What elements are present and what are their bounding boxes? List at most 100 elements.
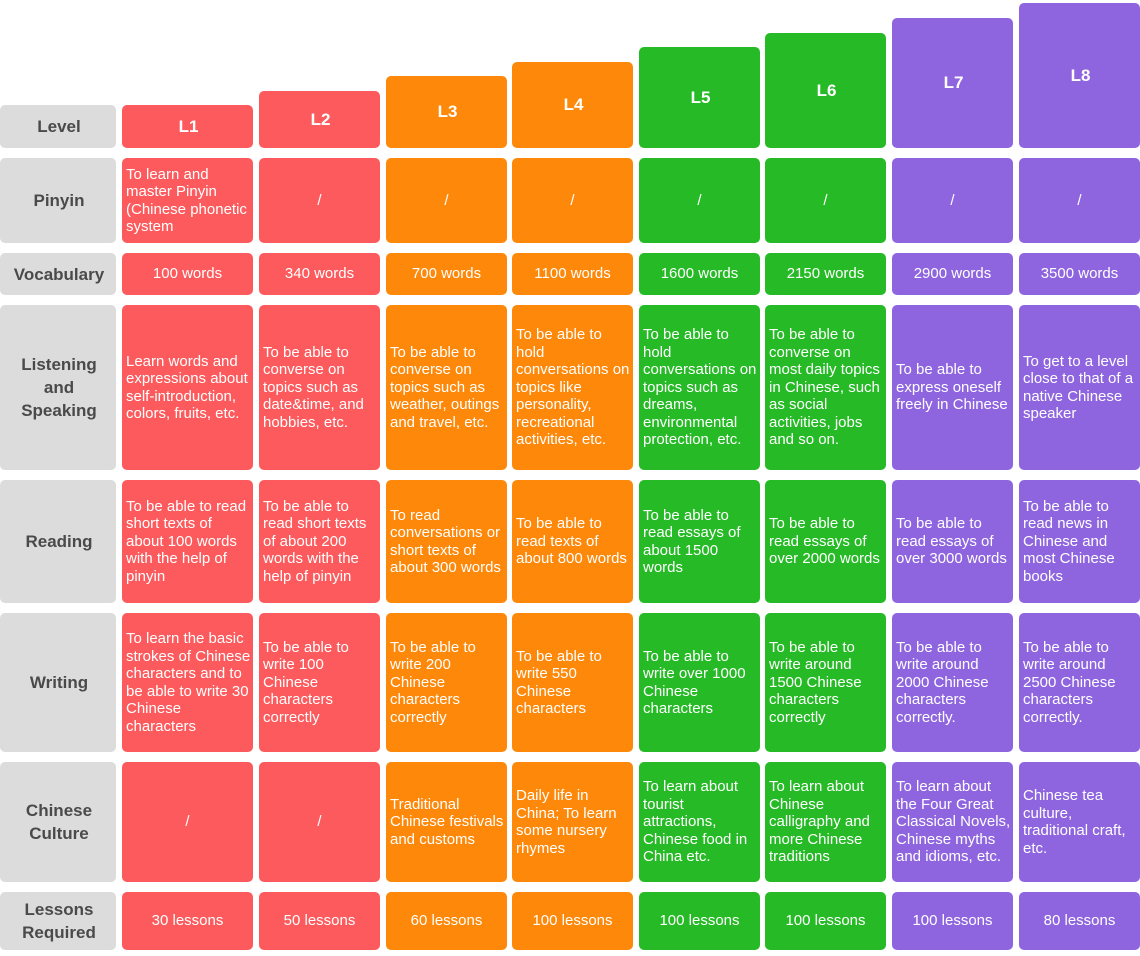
writing-text: To be able to write around 2500 Chinese … bbox=[1023, 638, 1116, 726]
level-header-l5: L5 bbox=[639, 47, 760, 148]
writing-cell-l7: To be able to write around 2000 Chinese … bbox=[892, 613, 1013, 752]
vocabulary-text: 100 words bbox=[152, 265, 223, 283]
row-header-reading: Reading bbox=[0, 480, 116, 603]
row-header-lessons-label: Lessons Required bbox=[22, 900, 96, 942]
listening-cell-l1: Learn words and expressions about self-i… bbox=[122, 305, 253, 470]
culture-text: To learn about Chinese calligraphy and m… bbox=[769, 778, 870, 866]
culture-cell-l7: To learn about the Four Great Classical … bbox=[892, 762, 1013, 882]
writing-cell-l1: To learn the basic strokes of Chinese ch… bbox=[122, 613, 253, 752]
writing-text: To learn the basic strokes of Chinese ch… bbox=[126, 630, 251, 735]
writing-text: To be able to write 550 Chinese characte… bbox=[516, 647, 602, 718]
level-header-l8: L8 bbox=[1019, 3, 1140, 148]
writing-cell-l3: To be able to write 200 Chinese characte… bbox=[386, 613, 507, 752]
reading-text: To be able to read essays of over 2000 w… bbox=[769, 515, 880, 568]
reading-text: To be able to read texts of about 800 wo… bbox=[516, 515, 627, 568]
pinyin-text: / bbox=[570, 191, 575, 209]
vocabulary-cell-l1: 100 words bbox=[122, 253, 253, 295]
level-label: L4 bbox=[563, 95, 584, 115]
level-header-l3: L3 bbox=[386, 76, 507, 148]
culture-cell-l5: To learn about tourist attractions, Chin… bbox=[639, 762, 760, 882]
culture-cell-l3: Traditional Chinese festivals and custom… bbox=[386, 762, 507, 882]
pinyin-cell-l7: / bbox=[892, 158, 1013, 243]
listening-cell-l7: To be able to express oneself freely in … bbox=[892, 305, 1013, 470]
lessons-cell-l8: 80 lessons bbox=[1019, 892, 1140, 950]
row-header-vocabulary: Vocabulary bbox=[0, 253, 116, 295]
vocabulary-cell-l7: 2900 words bbox=[892, 253, 1013, 295]
reading-cell-l3: To read conversations or short texts of … bbox=[386, 480, 507, 603]
listening-cell-l2: To be able to converse on topics such as… bbox=[259, 305, 380, 470]
pinyin-cell-l2: / bbox=[259, 158, 380, 243]
vocabulary-text: 1600 words bbox=[660, 265, 739, 283]
writing-text: To be able to write around 2000 Chinese … bbox=[896, 638, 989, 726]
listening-text: To be able to hold conversations on topi… bbox=[643, 326, 757, 449]
vocabulary-text: 700 words bbox=[411, 265, 482, 283]
vocabulary-cell-l3: 700 words bbox=[386, 253, 507, 295]
pinyin-text: / bbox=[950, 191, 955, 209]
listening-cell-l5: To be able to hold conversations on topi… bbox=[639, 305, 760, 470]
lessons-cell-l1: 30 lessons bbox=[122, 892, 253, 950]
culture-cell-l4: Daily life in China; To learn some nurse… bbox=[512, 762, 633, 882]
culture-cell-l6: To learn about Chinese calligraphy and m… bbox=[765, 762, 886, 882]
level-header-l7: L7 bbox=[892, 18, 1013, 148]
row-header-listening-label: Listening and Speaking bbox=[21, 355, 97, 420]
lessons-text: 80 lessons bbox=[1043, 912, 1116, 930]
listening-text: Learn words and expressions about self-i… bbox=[126, 352, 248, 423]
row-header-level: Level bbox=[0, 105, 116, 148]
pinyin-cell-l6: / bbox=[765, 158, 886, 243]
level-label: L8 bbox=[1070, 65, 1091, 85]
listening-text: To be able to express oneself freely in … bbox=[896, 361, 1008, 414]
level-label: L1 bbox=[178, 116, 199, 136]
pinyin-cell-l3: / bbox=[386, 158, 507, 243]
writing-cell-l4: To be able to write 550 Chinese characte… bbox=[512, 613, 633, 752]
listening-cell-l3: To be able to converse on topics such as… bbox=[386, 305, 507, 470]
vocabulary-text: 340 words bbox=[284, 265, 355, 283]
level-header-l2: L2 bbox=[259, 91, 380, 148]
writing-text: To be able to write over 1000 Chinese ch… bbox=[643, 647, 746, 718]
culture-text: / bbox=[185, 813, 190, 831]
level-label: L3 bbox=[437, 102, 458, 122]
culture-text: / bbox=[317, 813, 322, 831]
level-label: L2 bbox=[310, 109, 331, 129]
reading-cell-l4: To be able to read texts of about 800 wo… bbox=[512, 480, 633, 603]
vocabulary-cell-l8: 3500 words bbox=[1019, 253, 1140, 295]
row-header-reading-label: Reading bbox=[25, 532, 93, 551]
pinyin-cell-l5: / bbox=[639, 158, 760, 243]
pinyin-text: / bbox=[1077, 191, 1082, 209]
lessons-cell-l4: 100 lessons bbox=[512, 892, 633, 950]
row-header-level-label: Level bbox=[37, 117, 81, 136]
reading-text: To read conversations or short texts of … bbox=[390, 506, 501, 577]
culture-cell-l2: / bbox=[259, 762, 380, 882]
pinyin-text: / bbox=[697, 191, 702, 209]
level-label: L6 bbox=[816, 80, 837, 100]
listening-text: To be able to converse on most daily top… bbox=[769, 326, 880, 449]
lessons-cell-l2: 50 lessons bbox=[259, 892, 380, 950]
row-header-writing-label: Writing bbox=[29, 673, 89, 692]
reading-cell-l6: To be able to read essays of over 2000 w… bbox=[765, 480, 886, 603]
row-header-vocabulary-label: Vocabulary bbox=[13, 264, 105, 284]
reading-cell-l1: To be able to read short texts of about … bbox=[122, 480, 253, 603]
level-label: L7 bbox=[943, 73, 964, 93]
culture-text: To learn about the Four Great Classical … bbox=[896, 778, 1011, 866]
row-header-writing: Writing bbox=[0, 613, 116, 752]
lessons-text: 100 lessons bbox=[659, 912, 740, 930]
row-header-pinyin: Pinyin bbox=[0, 158, 116, 243]
culture-text: Daily life in China; To learn some nurse… bbox=[516, 787, 617, 857]
vocabulary-text: 2150 words bbox=[786, 265, 865, 283]
pinyin-cell-l4: / bbox=[512, 158, 633, 243]
level-header-l1: L1 bbox=[122, 105, 253, 148]
reading-text: To be able to read essays of over 3000 w… bbox=[896, 515, 1007, 568]
vocabulary-text: 2900 words bbox=[913, 265, 992, 283]
writing-text: To be able to write around 1500 Chinese … bbox=[769, 638, 862, 726]
listening-cell-l8: To get to a level close to that of a nat… bbox=[1019, 305, 1140, 470]
reading-cell-l5: To be able to read essays of about 1500 … bbox=[639, 480, 760, 603]
listening-cell-l6: To be able to converse on most daily top… bbox=[765, 305, 886, 470]
reading-cell-l2: To be able to read short texts of about … bbox=[259, 480, 380, 603]
lessons-cell-l6: 100 lessons bbox=[765, 892, 886, 950]
writing-cell-l2: To be able to write 100 Chinese characte… bbox=[259, 613, 380, 752]
vocabulary-cell-l5: 1600 words bbox=[639, 253, 760, 295]
vocabulary-text: 3500 words bbox=[1040, 265, 1119, 283]
row-header-lessons: Lessons Required bbox=[0, 892, 116, 950]
writing-cell-l8: To be able to write around 2500 Chinese … bbox=[1019, 613, 1140, 752]
pinyin-cell-l8: / bbox=[1019, 158, 1140, 243]
